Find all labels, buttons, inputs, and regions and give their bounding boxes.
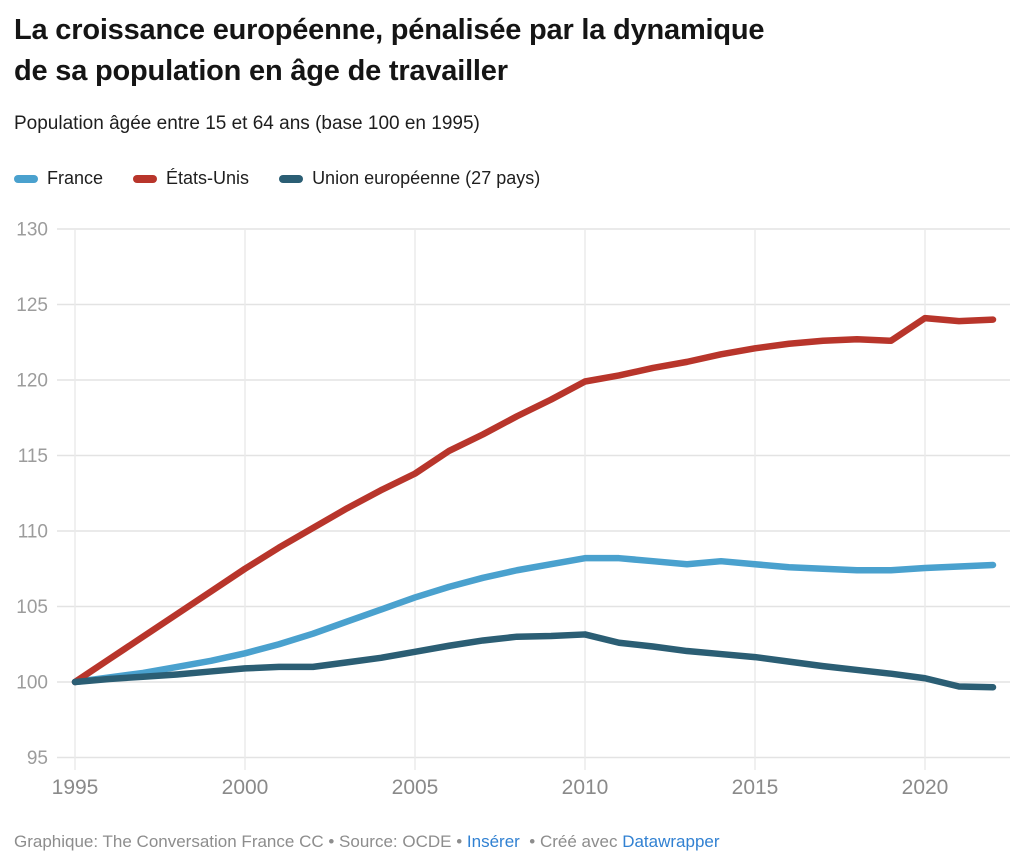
title-line-1: La croissance européenne, pénalisée par … <box>14 14 765 46</box>
legend-label-etats-unis: États-Unis <box>166 168 250 188</box>
plot-area: 95 100 105 110 115 120 125 130 1995 2000 2005 2010 2… <box>0 210 1024 810</box>
x-tick-label-2010: 2010 <box>562 776 609 799</box>
legend-swatch-etats-unis <box>133 174 158 183</box>
x-tick-label-2020: 2020 <box>902 776 949 799</box>
datawrapper-link[interactable]: Datawrapper <box>622 832 720 851</box>
legend-item-etats-unis: États-Unis <box>133 168 249 189</box>
footer-separator: • <box>456 832 463 851</box>
legend-item-france: France <box>14 168 103 189</box>
footer-created-with: Créé avec <box>539 832 618 851</box>
chart-subtitle: Population âgée entre 15 et 64 ans (base… <box>14 113 480 134</box>
footer-separator: • <box>328 832 335 851</box>
y-tick-label-110: 110 <box>18 522 48 543</box>
x-tick-label-2000: 2000 <box>222 776 269 799</box>
x-tick-label-2015: 2015 <box>732 776 779 799</box>
series-line-0 <box>71 554 997 686</box>
series-line-1 <box>71 314 997 686</box>
x-tick-label-2005: 2005 <box>392 776 439 799</box>
footer: Graphique: The Conversation France CC • … <box>14 832 1014 852</box>
footer-separator: • <box>529 832 536 851</box>
legend-item-union-europeenne: Union européenne (27 pays) <box>279 168 540 189</box>
x-tick-label-1995: 1995 <box>52 776 99 799</box>
y-tick-label-105: 105 <box>16 597 48 618</box>
y-tick-label-120: 120 <box>16 371 48 392</box>
y-tick-label-130: 130 <box>16 220 48 241</box>
footer-source: Source: OCDE <box>339 832 452 851</box>
legend-label-union-europeenne: Union européenne (27 pays) <box>312 168 541 188</box>
footer-byline: Graphique: The Conversation France CC <box>14 832 324 851</box>
embed-link[interactable]: Insérer <box>466 832 520 851</box>
legend-swatch-union-europeenne <box>279 174 304 183</box>
line-chart: 95 100 105 110 115 120 125 130 1995 2000 2005 2010 2… <box>16 220 1010 799</box>
legend-label-france: France <box>47 168 104 188</box>
title-line-2: de sa population en âge de travailler <box>14 54 508 87</box>
y-tick-label-125: 125 <box>16 295 48 316</box>
legend-swatch-france <box>14 174 38 183</box>
y-tick-label-115: 115 <box>18 446 48 467</box>
legend: France États-Unis Union européenne (27 p… <box>14 168 540 189</box>
y-tick-label-95: 95 <box>27 748 48 769</box>
chart-title: La croissance européenne, pénalisée par … <box>14 10 1004 91</box>
series-line-2 <box>71 631 997 691</box>
y-tick-label-100: 100 <box>16 673 48 694</box>
